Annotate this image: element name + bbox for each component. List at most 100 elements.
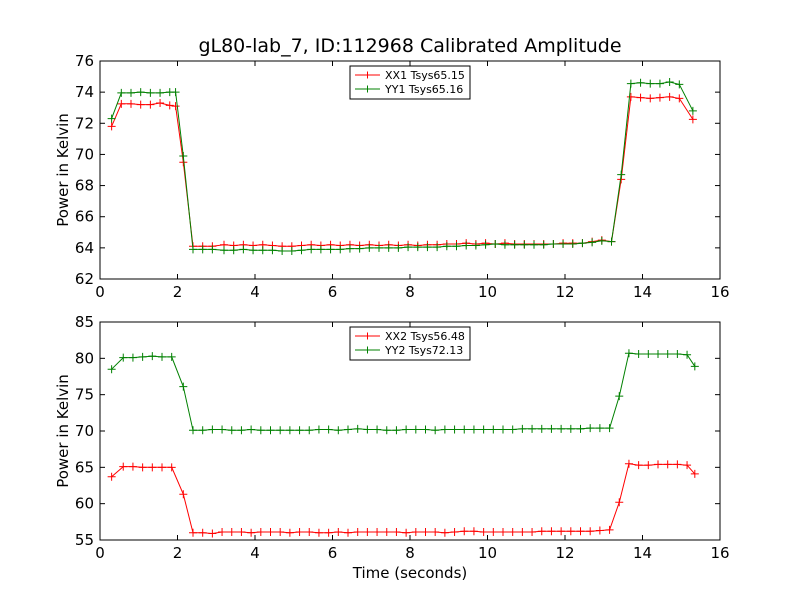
data-point-marker [119, 353, 128, 362]
data-point-marker [586, 527, 595, 536]
data-point-marker [392, 426, 401, 435]
data-point-marker [646, 79, 655, 88]
data-point-marker [481, 240, 490, 249]
data-point-marker [489, 425, 498, 434]
data-point-marker [675, 80, 684, 89]
data-point-marker [295, 528, 304, 537]
data-point-marker [344, 425, 352, 434]
data-point-marker [227, 528, 236, 537]
data-point-marker [566, 424, 575, 433]
data-point-marker [353, 528, 362, 537]
data-point-marker [568, 239, 577, 248]
data-point-marker [440, 528, 449, 537]
y-tick-label: 62 [75, 270, 94, 288]
data-point-marker [117, 88, 126, 97]
data-point-marker [276, 528, 285, 537]
data-point-marker [127, 99, 135, 108]
data-point-marker [431, 426, 440, 435]
data-point-marker [119, 462, 128, 471]
legend-box [349, 326, 471, 361]
data-point-marker [198, 528, 207, 537]
y-tick-label: 70 [75, 145, 94, 163]
data-point-marker [138, 463, 147, 472]
data-point-marker [626, 92, 635, 101]
legend-label: YY2 Tsys72.13 [384, 344, 463, 357]
data-point-marker [218, 528, 227, 537]
data-point-marker [107, 122, 116, 131]
data-point-marker [539, 240, 548, 249]
data-point-marker [382, 528, 391, 537]
data-point-marker [249, 246, 258, 255]
data-point-marker [547, 527, 556, 536]
x-tick-label: 6 [328, 544, 338, 562]
data-point-marker [229, 246, 238, 255]
data-point-marker [208, 245, 217, 254]
x-tick-label: 16 [710, 544, 729, 562]
legend-marker [364, 346, 371, 354]
data-point-marker [626, 79, 635, 88]
x-tick-label: 12 [555, 283, 574, 301]
chart-title: gL80-lab_7, ID:112968 Calibrated Amplitu… [198, 35, 621, 57]
data-point-marker [276, 426, 285, 435]
x-tick-label: 8 [405, 544, 415, 562]
data-point-marker [499, 528, 507, 537]
data-point-marker [107, 114, 116, 123]
data-point-marker [624, 349, 633, 358]
data-point-marker [158, 352, 166, 361]
data-point-marker [663, 460, 672, 469]
data-point-marker [460, 425, 469, 434]
legend-marker [364, 85, 371, 93]
y-tick-label: 64 [75, 239, 94, 257]
data-point-marker [537, 424, 546, 433]
x-tick-label: 10 [478, 544, 497, 562]
data-point-marker [452, 242, 461, 251]
data-point-marker [518, 528, 527, 537]
data-point-marker [179, 382, 188, 391]
y-tick-label: 75 [75, 386, 94, 404]
data-point-marker [605, 424, 614, 433]
data-point-marker [411, 528, 420, 537]
data-point-marker [258, 246, 267, 255]
data-point-marker [491, 239, 500, 248]
data-point-marker [402, 528, 411, 537]
data-point-marker [314, 425, 323, 434]
data-point-marker [156, 99, 165, 108]
data-point-marker [305, 528, 314, 537]
x-tick-label: 6 [328, 283, 338, 301]
data-point-marker [508, 528, 517, 537]
data-point-marker [673, 349, 682, 358]
data-point-marker [179, 490, 188, 499]
legend-marker [364, 332, 371, 340]
data-point-marker [663, 349, 672, 358]
data-point-marker [297, 246, 306, 255]
data-point-marker [450, 425, 459, 434]
data-point-marker [148, 463, 157, 472]
data-point-marker [683, 350, 692, 359]
data-point-marker [595, 424, 604, 433]
y-tick-label: 66 [75, 208, 94, 226]
plot-panel-bottom: 0 2 4 6 8 10 12 14 16 55 60 65 70 75 80 85 XX2 Tsys56.48… [75, 313, 730, 562]
data-point-marker [421, 425, 430, 434]
data-point-marker [688, 115, 697, 124]
data-point-marker [617, 170, 626, 179]
data-point-marker [146, 100, 155, 109]
data-point-marker [266, 528, 275, 537]
data-point-marker [171, 88, 180, 97]
data-point-marker [334, 426, 343, 435]
data-point-marker [615, 498, 624, 507]
y-axis-label-bottom: Power in Kelvin [54, 374, 72, 488]
data-point-marker [530, 240, 538, 249]
x-tick-label: 12 [555, 544, 574, 562]
data-point-marker [683, 461, 692, 470]
data-point-marker [165, 101, 174, 110]
y-tick-label: 72 [75, 114, 94, 132]
x-axis-label: Time (seconds) [352, 564, 468, 582]
data-point-marker [344, 528, 352, 537]
data-point-marker [373, 528, 382, 537]
data-point-marker [665, 92, 674, 101]
data-point-marker [266, 426, 275, 435]
data-point-marker [557, 424, 566, 433]
data-point-marker [365, 243, 374, 252]
legend-label: YY1 Tsys65.16 [384, 83, 463, 96]
data-point-marker [471, 241, 480, 250]
